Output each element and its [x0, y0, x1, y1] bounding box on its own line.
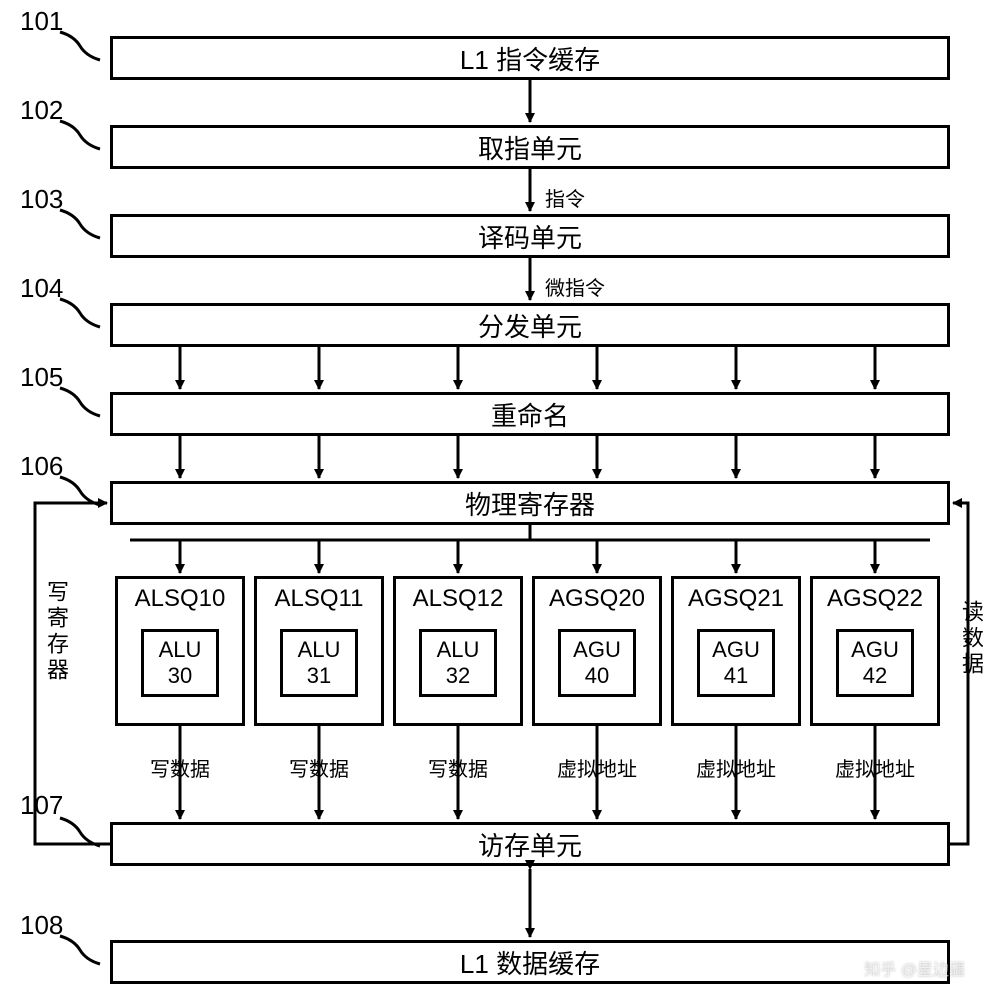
out-label-5: 虚拟地址 — [835, 753, 915, 782]
ref-108: 108 — [20, 910, 63, 941]
exec-alu30-top: ALU — [144, 637, 216, 663]
exec-agu42-top: AGU — [839, 637, 911, 663]
exec-alsq11-title: ALSQ11 — [257, 585, 381, 613]
exec-alsq10: ALSQ10 ALU 30 — [115, 576, 245, 726]
exec-agu41-bot: 41 — [700, 663, 772, 689]
exec-alu31-bot: 31 — [283, 663, 355, 689]
out-label-0: 写数据 — [150, 753, 210, 782]
ref-103: 103 — [20, 184, 63, 215]
prf-box: 物理寄存器 — [110, 481, 950, 525]
exec-agu40-top: AGU — [561, 637, 633, 663]
dispatch-box: 分发单元 — [110, 303, 950, 347]
out-label-4: 虚拟地址 — [696, 753, 776, 782]
fetch-label: 取指单元 — [478, 129, 582, 166]
exec-agsq21: AGSQ21 AGU 41 — [671, 576, 801, 726]
fetch-box: 取指单元 — [110, 125, 950, 169]
exec-alsq10-title: ALSQ10 — [118, 585, 242, 613]
l1-dcache-box: L1 数据缓存 — [110, 940, 950, 984]
exec-alu32-bot: 32 — [422, 663, 494, 689]
exec-agsq22: AGSQ22 AGU 42 — [810, 576, 940, 726]
write-reg-label: 写寄存器 — [40, 580, 72, 684]
out-label-2: 写数据 — [428, 753, 488, 782]
prf-label: 物理寄存器 — [465, 485, 595, 522]
rename-box: 重命名 — [110, 392, 950, 436]
ref-104: 104 — [20, 273, 63, 304]
edge-uop-label: 微指令 — [545, 272, 605, 301]
exec-alu30-bot: 30 — [144, 663, 216, 689]
exec-alu31: ALU 31 — [280, 629, 358, 697]
exec-agu41: AGU 41 — [697, 629, 775, 697]
exec-alu31-top: ALU — [283, 637, 355, 663]
exec-agsq20-title: AGSQ20 — [535, 585, 659, 613]
ref-105: 105 — [20, 362, 63, 393]
l1-icache-box: L1 指令缓存 — [110, 36, 950, 80]
exec-agsq22-title: AGSQ22 — [813, 585, 937, 613]
exec-alu32-top: ALU — [422, 637, 494, 663]
edge-instr-label: 指令 — [545, 183, 585, 212]
exec-alsq12: ALSQ12 ALU 32 — [393, 576, 523, 726]
ref-101: 101 — [20, 6, 63, 37]
exec-agu40-bot: 40 — [561, 663, 633, 689]
rename-label: 重命名 — [491, 396, 569, 433]
ref-107: 107 — [20, 790, 63, 821]
exec-agsq21-title: AGSQ21 — [674, 585, 798, 613]
dispatch-label: 分发单元 — [478, 307, 582, 344]
out-label-3: 虚拟地址 — [557, 753, 637, 782]
exec-agsq20: AGSQ20 AGU 40 — [532, 576, 662, 726]
l1-dcache-label: L1 数据缓存 — [460, 944, 600, 981]
exec-alu30: ALU 30 — [141, 629, 219, 697]
decode-label: 译码单元 — [478, 218, 582, 255]
cpu-pipeline-diagram: 101 102 103 104 105 106 107 108 L1 指令缓存 … — [0, 0, 983, 1000]
exec-agu42: AGU 42 — [836, 629, 914, 697]
exec-alsq11: ALSQ11 ALU 31 — [254, 576, 384, 726]
exec-agu42-bot: 42 — [839, 663, 911, 689]
ref-102: 102 — [20, 95, 63, 126]
exec-alu32: ALU 32 — [419, 629, 497, 697]
exec-agu41-top: AGU — [700, 637, 772, 663]
lsu-box: 访存单元 — [110, 822, 950, 866]
l1-icache-label: L1 指令缓存 — [460, 40, 600, 77]
exec-alsq12-title: ALSQ12 — [396, 585, 520, 613]
decode-box: 译码单元 — [110, 214, 950, 258]
read-data-label: 读数据 — [955, 600, 983, 678]
out-label-1: 写数据 — [289, 753, 349, 782]
exec-agu40: AGU 40 — [558, 629, 636, 697]
watermark: 知乎 @星边疆 — [864, 956, 965, 980]
lsu-label: 访存单元 — [478, 826, 582, 863]
ref-106: 106 — [20, 451, 63, 482]
